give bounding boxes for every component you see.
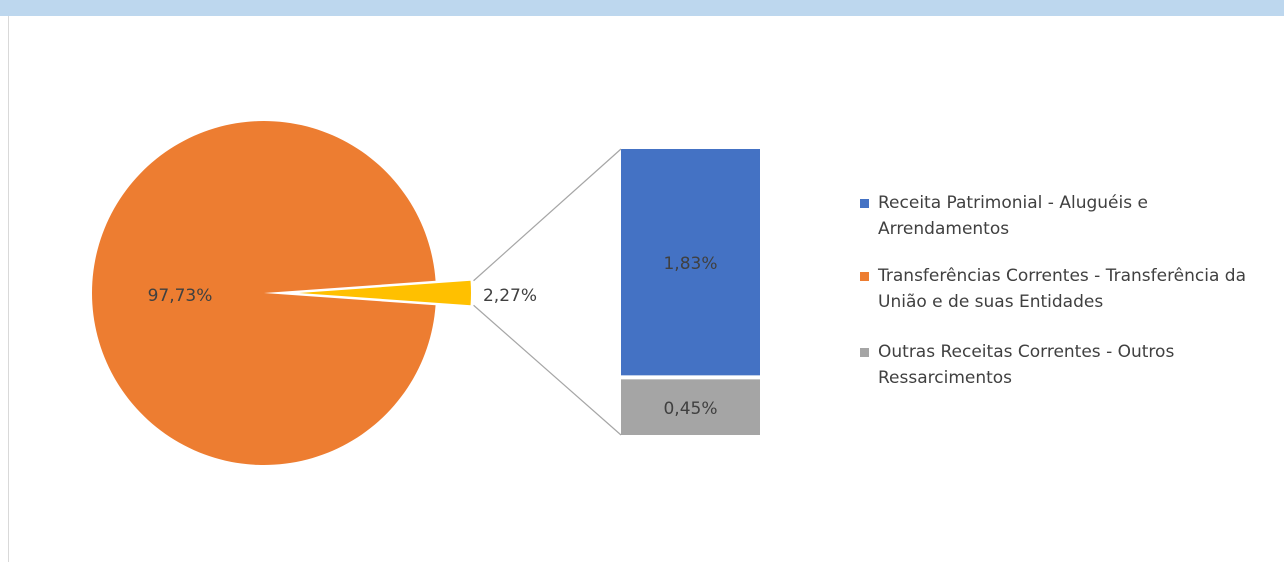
header-band [0,0,1284,16]
legend-item: Transferências Correntes - Transferência… [860,263,1278,315]
legend-label: Transferências Correntes - Transferência… [878,266,1247,312]
legend-label: Outras Receitas Correntes - Outros Ressa… [878,342,1175,388]
data-label: 1,83% [663,254,717,274]
data-label: 2,27% [483,286,537,306]
connector-line [473,148,622,282]
legend-item: Receita Patrimonial - Aluguéis e Arrenda… [860,190,1278,242]
legend-label: Receita Patrimonial - Aluguéis e Arrenda… [878,193,1148,239]
bar-segment [621,379,760,435]
connector-line [473,304,622,436]
legend-swatch [860,348,869,357]
data-label: 0,45% [663,399,717,419]
pie-slice [299,280,471,306]
legend-swatch [860,199,869,208]
legend-swatch [860,272,869,281]
bar-segment [621,149,760,376]
legend-item: Outras Receitas Correntes - Outros Ressa… [860,339,1278,391]
pie-slice [92,120,436,466]
data-label: 97,73% [148,286,213,306]
